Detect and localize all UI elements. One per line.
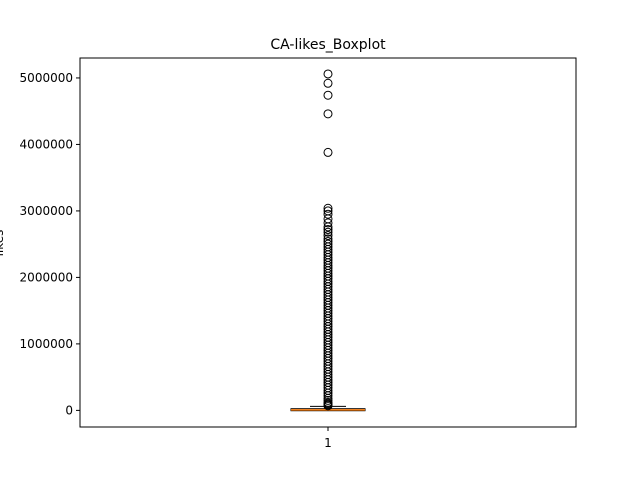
chart-title: CA-likes_Boxplot bbox=[270, 37, 386, 53]
outlier-point bbox=[323, 90, 333, 100]
y-tick-label: 0 bbox=[65, 403, 73, 417]
outlier-point bbox=[323, 109, 333, 119]
outlier-point bbox=[323, 222, 333, 232]
x-axis-ticks: 1 bbox=[324, 427, 332, 450]
outlier-point bbox=[323, 147, 333, 157]
plot-area bbox=[290, 69, 366, 412]
outlier-point bbox=[323, 78, 333, 88]
y-tick-label: 5000000 bbox=[20, 71, 73, 85]
outlier-point bbox=[323, 388, 333, 398]
y-tick-label: 3000000 bbox=[20, 204, 73, 218]
y-tick-label: 1000000 bbox=[20, 337, 73, 351]
outlier-point bbox=[323, 401, 333, 411]
outlier-point bbox=[323, 69, 333, 79]
outlier-point bbox=[323, 203, 333, 213]
outlier-point bbox=[323, 218, 333, 228]
outlier-point bbox=[323, 225, 333, 235]
outlier-point bbox=[323, 227, 333, 237]
y-tick-label: 4000000 bbox=[20, 137, 73, 151]
y-tick-label: 2000000 bbox=[20, 270, 73, 284]
y-axis-label: likes bbox=[0, 230, 6, 257]
outlier-point bbox=[323, 231, 333, 241]
outlier-point bbox=[323, 209, 333, 219]
y-axis-ticks: 0 1000000 2000000 3000000 4000000 5000000 bbox=[20, 71, 80, 417]
x-tick-label: 1 bbox=[324, 436, 332, 450]
